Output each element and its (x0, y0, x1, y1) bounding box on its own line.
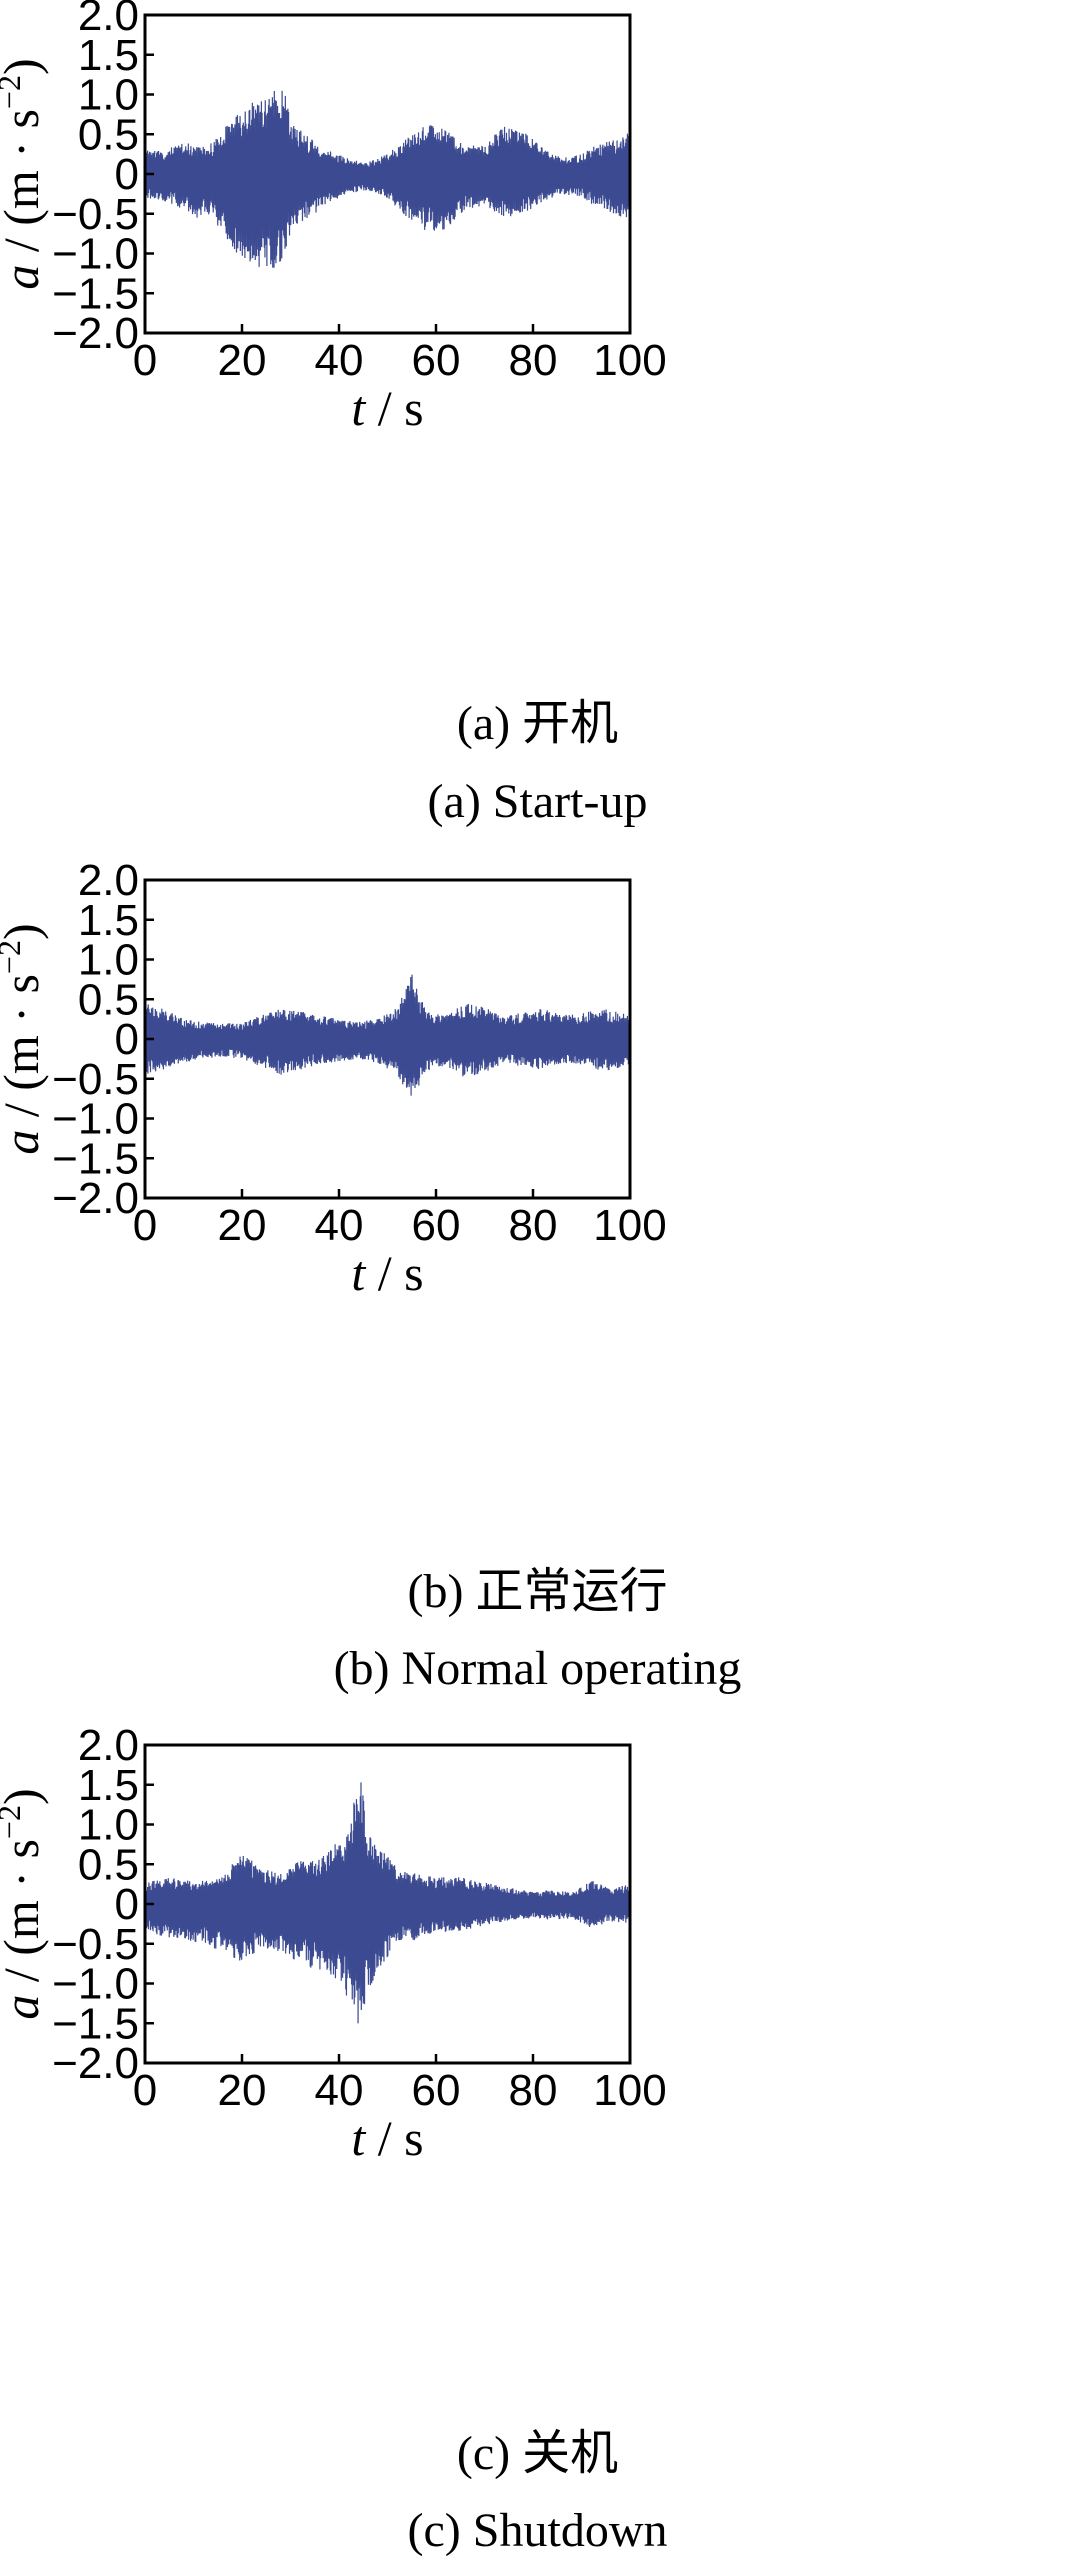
vibration-signal-line (144, 90, 631, 268)
x-tick-label: 40 (315, 1201, 364, 1250)
x-axis-title: t / s (351, 380, 423, 436)
x-tick-label: 20 (218, 1201, 267, 1250)
y-tick-label: −2.0 (52, 1174, 139, 1223)
y-tick-label: 0.5 (78, 975, 139, 1024)
x-tick-label: 40 (315, 336, 364, 385)
x-tick-label: 100 (593, 1201, 666, 1250)
x-tick-label: 60 (412, 1201, 461, 1250)
x-tick-label: 100 (593, 336, 666, 385)
y-tick-label: 1.5 (78, 896, 139, 945)
y-tick-label: 1.5 (78, 31, 139, 80)
y-tick-label: −1.5 (52, 269, 139, 318)
x-tick-label: 60 (412, 336, 461, 385)
chart-panel-a: 2.0 1.5 1.0 0.5 0 −0.5 −1.0 −1.5 −2.0 0 20 40 60 80 10… (0, 0, 1075, 525)
caption-c-en: (c) Shutdown (407, 2504, 668, 2557)
x-tick-label: 40 (315, 2066, 364, 2115)
y-tick-label: 0.5 (78, 1840, 139, 1889)
y-axis-title: a / (m · s−2) (0, 923, 49, 1154)
y-tick-label: 0 (115, 150, 139, 199)
y-tick-label: 0.5 (78, 110, 139, 159)
chart-panel-c: 2.0 1.5 1.0 0.5 0 −0.5 −1.0 −1.5 −2.0 0 20 40 60 80 10… (0, 1721, 1075, 2255)
x-tick-label: 80 (509, 1201, 558, 1250)
vibration-signal-line (144, 1782, 631, 2024)
x-tick-label: 60 (412, 2066, 461, 2115)
x-tick-label: 0 (133, 2066, 157, 2115)
y-tick-label: −0.5 (52, 1920, 139, 1969)
y-tick-label: 0 (115, 1880, 139, 1929)
y-tick-label: −2.0 (52, 2039, 139, 2088)
y-tick-label: −0.5 (52, 190, 139, 239)
y-axis-title: a / (m · s−2) (0, 1788, 49, 2019)
y-tick-label: 2.0 (78, 1721, 139, 1770)
chart-b-svg: 2.01.51.00.50−0.5−1.0−1.5−2.00 20 40 60 80 10… (0, 856, 667, 1301)
y-tick-label: −0.5 (52, 1055, 139, 1104)
y-tick-label: −1.5 (52, 1999, 139, 2048)
y-tick-label: 1.0 (78, 71, 139, 120)
y-axis-title: a / (m · s−2) (0, 58, 49, 289)
y-tick-label: −1.0 (52, 1960, 139, 2009)
x-axis-title: t / s (351, 1245, 423, 1301)
chart-a-svg: 2.01.51.00.50−0.5−1.0−1.5−2.00 20 40 60 80 10… (0, 0, 667, 436)
y-tick-label: 1.5 (78, 1761, 139, 1810)
y-tick-label: 2.0 (78, 856, 139, 905)
y-tick-label: −1.0 (52, 1095, 139, 1144)
y-tick-label: −1.0 (52, 230, 139, 279)
x-tick-label: 0 (133, 336, 157, 385)
x-axis-title: t / s (351, 2110, 423, 2166)
y-tick-label: 1.0 (78, 936, 139, 985)
x-tick-label: 0 (133, 1201, 157, 1250)
x-tick-label: 20 (218, 2066, 267, 2115)
caption-b-en: (b) Normal operating (333, 1642, 742, 1695)
caption-a-en: (a) Start-up (427, 775, 648, 828)
y-tick-label: 0 (115, 1015, 139, 1064)
chart-c-svg: 2.01.51.00.50−0.5−1.0−1.5−2.00 20 40 60 80 10… (0, 1721, 667, 2166)
chart-panel-b: 2.0 1.5 1.0 0.5 0 −0.5 −1.0 −1.5 −2.0 0 20 40 60 80 10… (0, 856, 1075, 1390)
y-tick-label: −1.5 (52, 1134, 139, 1183)
x-tick-label: 20 (218, 336, 267, 385)
x-tick-label: 80 (509, 2066, 558, 2115)
caption-b-cn: (b) 正常运行 (407, 1565, 668, 1618)
vibration-signal-line (144, 974, 631, 1096)
x-tick-label: 80 (509, 336, 558, 385)
caption-a-cn: (a) 开机 (456, 697, 619, 750)
y-tick-label: −2.0 (52, 309, 139, 358)
x-tick-label: 100 (593, 2066, 666, 2115)
caption-c-cn: (c) 关机 (456, 2427, 619, 2480)
y-tick-label: 2.0 (78, 0, 139, 40)
y-tick-label: 1.0 (78, 1801, 139, 1850)
